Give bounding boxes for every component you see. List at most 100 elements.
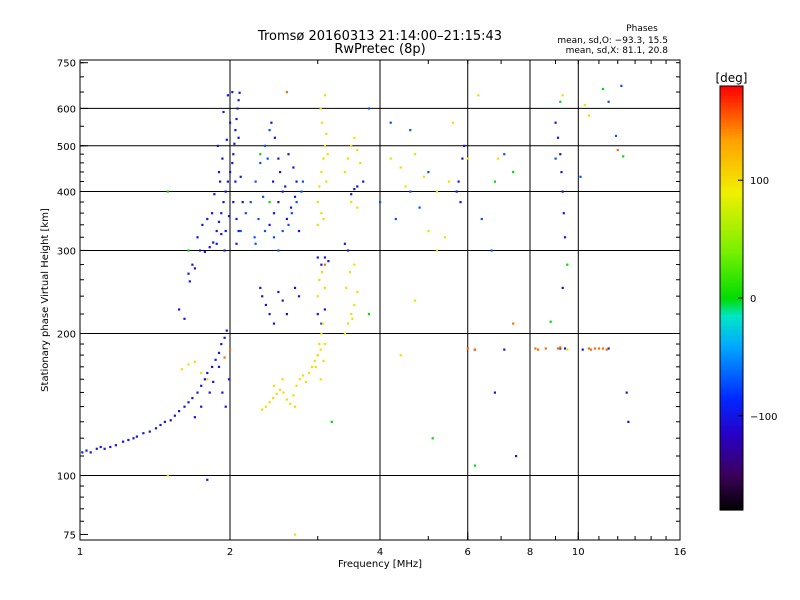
data-point (221, 157, 224, 160)
colorbar-segment (720, 227, 743, 231)
data-point (559, 346, 562, 349)
data-point (409, 190, 412, 193)
data-point (206, 378, 209, 381)
colorbar-segment (720, 441, 743, 445)
colorbar-segment (720, 104, 743, 108)
data-point (272, 236, 276, 239)
data-point (254, 242, 257, 245)
data-point (262, 195, 265, 198)
data-point (307, 371, 311, 375)
colorbar-segment (720, 415, 743, 419)
data-point (353, 263, 356, 266)
data-point (321, 121, 324, 124)
colorbar-segment (720, 422, 743, 426)
data-point (323, 144, 326, 147)
data-point (187, 249, 190, 252)
data-point (473, 464, 476, 467)
colorbar-segment (720, 159, 743, 162)
data-point (222, 201, 225, 204)
data-point (272, 397, 275, 400)
colorbar-segment (720, 385, 743, 389)
data-point (241, 201, 244, 204)
colorbar-segment (720, 128, 743, 132)
data-point (323, 94, 326, 97)
colorbar-segment (720, 307, 743, 311)
colorbar-segment (720, 97, 743, 101)
data-point (497, 157, 500, 160)
data-point (503, 153, 506, 156)
data-point (561, 94, 564, 97)
colorbar-segment (720, 217, 743, 221)
colorbar-segment (720, 248, 743, 252)
data-point (231, 91, 234, 94)
phases-line-o: mean, sd,O: −93.3, 15.5 (557, 36, 668, 46)
data-point (597, 347, 601, 350)
colorbar-segment (720, 279, 743, 283)
data-point (264, 405, 267, 408)
data-point (233, 142, 236, 145)
colorbar-segment (720, 436, 743, 440)
colorbar-segment (720, 288, 743, 292)
data-point (605, 348, 608, 351)
colorbar-segment (720, 312, 743, 316)
data-point (196, 236, 199, 239)
data-point (223, 336, 226, 339)
phases-box: Phases mean, sd,O: −93.3, 15.5 mean, sd,… (557, 24, 668, 56)
data-point (319, 378, 322, 381)
data-point (607, 100, 610, 103)
data-point (259, 153, 262, 156)
data-point (561, 286, 564, 289)
data-point (169, 419, 172, 422)
data-point (587, 114, 590, 117)
data-point (183, 317, 186, 320)
data-point (295, 384, 298, 387)
data-point (275, 392, 278, 395)
data-point (515, 455, 518, 458)
data-point (229, 121, 232, 124)
data-point (193, 416, 196, 419)
colorbar-segment (720, 236, 743, 240)
data-point (279, 171, 282, 174)
data-point (399, 166, 402, 169)
data-point (422, 175, 426, 178)
data-point (203, 378, 206, 381)
colorbar-segment (720, 95, 743, 99)
colorbar-segment (720, 194, 743, 198)
data-point (362, 180, 365, 183)
data-point (187, 363, 190, 366)
data-point (316, 201, 319, 204)
colorbar-segment (720, 371, 743, 374)
data-point (206, 478, 209, 481)
colorbar-segment (720, 232, 743, 235)
data-point (95, 447, 98, 450)
data-point (217, 220, 221, 223)
data-point (556, 136, 560, 139)
colorbar-segment (720, 498, 743, 502)
colorbar-segment (720, 166, 743, 170)
data-point (549, 320, 552, 323)
data-point (187, 401, 190, 404)
data-point (347, 157, 350, 160)
colorbar-segment (720, 352, 743, 356)
data-point (350, 193, 353, 196)
data-point (239, 175, 242, 178)
colorbar-segment (720, 253, 743, 257)
colorbar-segment (720, 250, 743, 254)
data-point (281, 299, 284, 302)
data-point (217, 365, 221, 368)
x-tick-label: 6 (465, 547, 471, 558)
data-point (537, 348, 540, 351)
colorbar-segment (720, 116, 743, 120)
colorbar-segment (720, 462, 743, 466)
data-point (238, 91, 241, 94)
colorbar-segment (720, 161, 743, 165)
data-point (231, 161, 234, 165)
data-point (285, 398, 288, 401)
data-point (232, 153, 235, 156)
data-point (556, 347, 560, 350)
colorbar-segment (720, 373, 743, 377)
data-point (620, 84, 623, 87)
data-point (223, 356, 226, 359)
colorbar-segment (720, 427, 743, 431)
